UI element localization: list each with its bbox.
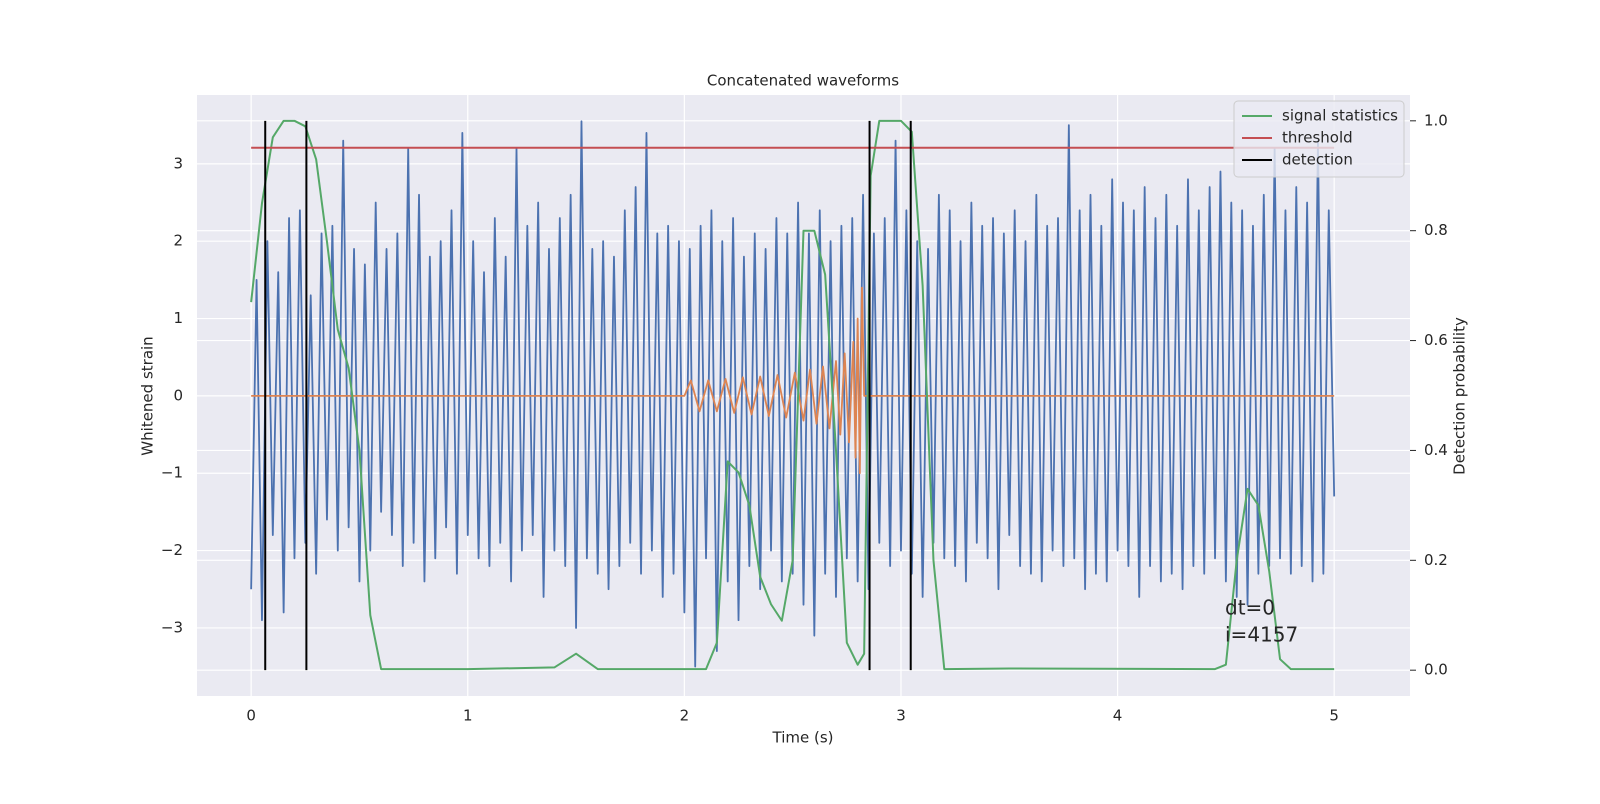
y2-tick-label: 0.4	[1424, 441, 1448, 459]
annotation: dt=0	[1225, 596, 1275, 620]
series-line	[250, 119, 1335, 671]
x-tick-label: 4	[1113, 707, 1123, 725]
y2-axis-label: Detection probability	[1451, 317, 1469, 475]
y2-tick-label: 0.0	[1424, 661, 1448, 679]
y-axis-label: Whitened strain	[139, 336, 157, 455]
y2-tick-label: 0.2	[1424, 551, 1448, 569]
legend-label: signal statistics	[1282, 107, 1398, 125]
y2-tick-label: 1.0	[1424, 111, 1448, 129]
y-tick-label: −2	[161, 541, 183, 559]
y2-tick-label: 0.8	[1424, 221, 1448, 239]
x-tick-label: 2	[680, 707, 690, 725]
x-tick-label: 1	[463, 707, 473, 725]
series-line	[251, 286, 1335, 475]
series-line	[250, 120, 1336, 668]
legend-label: threshold	[1282, 129, 1353, 147]
y2-tick-label: 0.6	[1424, 331, 1448, 349]
y-tick-label: 0	[173, 386, 183, 404]
chart-title: Concatenated waveforms	[707, 72, 899, 90]
y-tick-label: 3	[173, 154, 183, 172]
x-tick-label: 0	[246, 707, 256, 725]
y-tick-label: −1	[161, 464, 183, 482]
y-tick-label: 2	[173, 232, 183, 250]
annotation: i=4157	[1225, 623, 1298, 647]
y-tick-label: 1	[173, 309, 183, 327]
x-axis-label: Time (s)	[772, 729, 834, 747]
legend-label: detection	[1282, 151, 1353, 169]
legend-box	[1233, 100, 1405, 178]
x-tick-label: 3	[896, 707, 906, 725]
x-tick-label: 5	[1329, 707, 1339, 725]
y-tick-label: −3	[161, 618, 183, 636]
